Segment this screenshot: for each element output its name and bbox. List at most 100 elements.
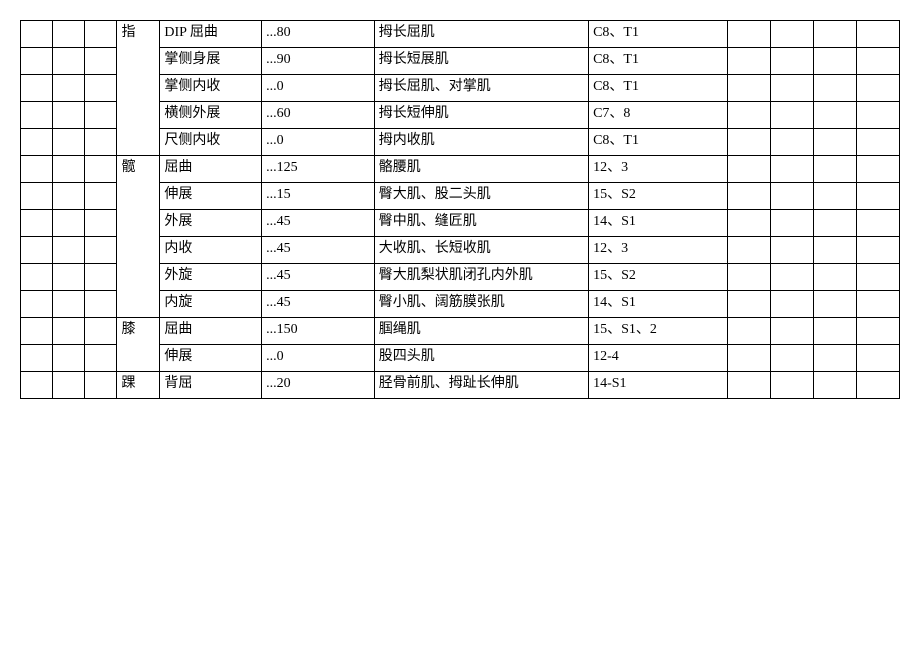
blank-cell: [814, 264, 857, 291]
muscle-cell: 拇内收肌: [374, 129, 588, 156]
nerve-cell: 14、S1: [589, 210, 728, 237]
muscle-cell: 拇长屈肌: [374, 21, 588, 48]
motion-cell: 伸展: [160, 345, 262, 372]
blank-cell: [857, 345, 900, 372]
blank-cell: [53, 183, 85, 210]
blank-cell: [85, 264, 117, 291]
table-row: 踝背屈...20胫骨前肌、拇趾长伸肌14-S1: [21, 372, 900, 399]
blank-cell: [771, 237, 814, 264]
blank-cell: [21, 291, 53, 318]
nerve-cell: 14、S1: [589, 291, 728, 318]
blank-cell: [85, 75, 117, 102]
blank-cell: [728, 183, 771, 210]
blank-cell: [53, 48, 85, 75]
blank-cell: [85, 291, 117, 318]
range-cell: ...20: [262, 372, 375, 399]
blank-cell: [771, 318, 814, 345]
blank-cell: [728, 102, 771, 129]
blank-cell: [857, 75, 900, 102]
blank-cell: [771, 264, 814, 291]
motion-cell: 屈曲: [160, 318, 262, 345]
muscle-cell: 胫骨前肌、拇趾长伸肌: [374, 372, 588, 399]
blank-cell: [771, 102, 814, 129]
range-cell: ...45: [262, 264, 375, 291]
blank-cell: [21, 372, 53, 399]
range-cell: ...0: [262, 129, 375, 156]
blank-cell: [53, 372, 85, 399]
blank-cell: [771, 345, 814, 372]
blank-cell: [53, 345, 85, 372]
nerve-cell: 12、3: [589, 237, 728, 264]
blank-cell: [814, 75, 857, 102]
blank-cell: [771, 129, 814, 156]
nerve-cell: C7、8: [589, 102, 728, 129]
table-row: 指DIP 屈曲...80拇长屈肌C8、T1: [21, 21, 900, 48]
blank-cell: [771, 210, 814, 237]
range-cell: ...15: [262, 183, 375, 210]
blank-cell: [771, 183, 814, 210]
blank-cell: [814, 318, 857, 345]
blank-cell: [53, 291, 85, 318]
blank-cell: [857, 21, 900, 48]
nerve-cell: 15、S2: [589, 264, 728, 291]
motion-cell: 掌侧内收: [160, 75, 262, 102]
motion-cell: 横侧外展: [160, 102, 262, 129]
motion-cell: 尺侧内收: [160, 129, 262, 156]
blank-cell: [857, 210, 900, 237]
range-cell: ...150: [262, 318, 375, 345]
range-cell: ...45: [262, 237, 375, 264]
blank-cell: [857, 291, 900, 318]
motion-cell: 外旋: [160, 264, 262, 291]
blank-cell: [857, 129, 900, 156]
blank-cell: [771, 48, 814, 75]
blank-cell: [85, 237, 117, 264]
blank-cell: [728, 156, 771, 183]
motion-cell: 内旋: [160, 291, 262, 318]
blank-cell: [21, 21, 53, 48]
nerve-cell: C8、T1: [589, 48, 728, 75]
blank-cell: [814, 156, 857, 183]
table-row: 髋屈曲...125骼腰肌12、3: [21, 156, 900, 183]
motion-cell: DIP 屈曲: [160, 21, 262, 48]
muscle-cell: 骼腰肌: [374, 156, 588, 183]
motion-cell: 屈曲: [160, 156, 262, 183]
blank-cell: [857, 318, 900, 345]
blank-cell: [21, 318, 53, 345]
joint-cell: 膝: [117, 318, 160, 372]
blank-cell: [728, 75, 771, 102]
blank-cell: [814, 183, 857, 210]
blank-cell: [85, 48, 117, 75]
muscle-cell: 臀大肌、股二头肌: [374, 183, 588, 210]
blank-cell: [21, 75, 53, 102]
blank-cell: [85, 102, 117, 129]
range-cell: ...0: [262, 75, 375, 102]
muscle-cell: 大收肌、长短收肌: [374, 237, 588, 264]
blank-cell: [85, 21, 117, 48]
joint-cell: 指: [117, 21, 160, 156]
range-cell: ...125: [262, 156, 375, 183]
blank-cell: [814, 210, 857, 237]
muscle-cell: 股四头肌: [374, 345, 588, 372]
blank-cell: [53, 156, 85, 183]
blank-cell: [728, 210, 771, 237]
blank-cell: [53, 21, 85, 48]
blank-cell: [857, 183, 900, 210]
nerve-cell: 14-S1: [589, 372, 728, 399]
blank-cell: [85, 372, 117, 399]
blank-cell: [85, 129, 117, 156]
blank-cell: [814, 129, 857, 156]
motion-cell: 内收: [160, 237, 262, 264]
blank-cell: [85, 156, 117, 183]
nerve-cell: C8、T1: [589, 129, 728, 156]
blank-cell: [53, 75, 85, 102]
blank-cell: [857, 156, 900, 183]
blank-cell: [85, 210, 117, 237]
blank-cell: [53, 237, 85, 264]
muscle-cell: 拇长短展肌: [374, 48, 588, 75]
blank-cell: [85, 318, 117, 345]
blank-cell: [53, 210, 85, 237]
muscle-cell: 拇长短伸肌: [374, 102, 588, 129]
blank-cell: [771, 75, 814, 102]
range-cell: ...90: [262, 48, 375, 75]
blank-cell: [85, 345, 117, 372]
